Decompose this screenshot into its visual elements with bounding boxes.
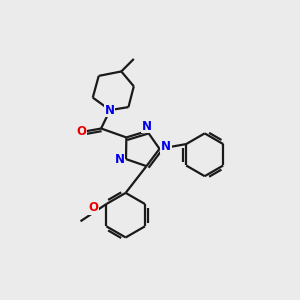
Text: O: O: [76, 125, 86, 138]
Text: N: N: [161, 140, 171, 153]
Text: N: N: [104, 103, 114, 117]
Text: N: N: [142, 119, 152, 133]
Text: O: O: [88, 201, 98, 214]
Text: N: N: [114, 153, 124, 166]
